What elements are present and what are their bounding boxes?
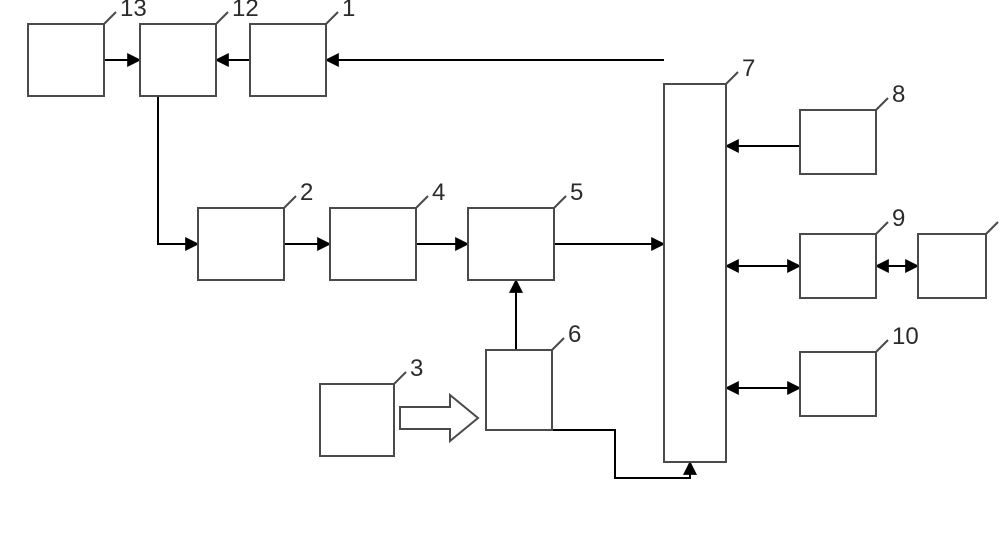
node-box — [468, 208, 554, 280]
node-label: 2 — [300, 179, 313, 206]
node-n6: 6 — [486, 321, 581, 430]
node-box — [800, 234, 876, 298]
node-label: 9 — [892, 205, 905, 232]
leader-line — [216, 12, 228, 24]
node-box — [664, 84, 726, 462]
leader-line — [394, 372, 406, 384]
node-box — [28, 24, 104, 96]
node-n5: 5 — [468, 179, 583, 280]
leader-line — [726, 72, 738, 84]
node-n10: 10 — [800, 323, 919, 416]
node-n7: 7 — [664, 55, 755, 462]
nodes-layer: 13121245637891110 — [28, 0, 1000, 462]
node-box — [486, 350, 552, 430]
node-n9: 9 — [800, 205, 905, 298]
node-n1: 1 — [250, 0, 355, 96]
leader-line — [284, 196, 296, 208]
node-box — [330, 208, 416, 280]
node-n11: 11 — [918, 205, 1000, 298]
node-label: 10 — [892, 323, 919, 350]
block-arrow — [400, 395, 478, 441]
flowchart-canvas: 13121245637891110 — [0, 0, 1000, 536]
edge — [158, 96, 198, 244]
node-n3: 3 — [320, 355, 423, 456]
block-arrow-layer — [400, 395, 478, 441]
leader-line — [876, 340, 888, 352]
leader-line — [552, 338, 564, 350]
node-box — [918, 234, 986, 298]
node-label: 4 — [432, 179, 445, 206]
node-n2: 2 — [198, 179, 313, 280]
node-label: 7 — [742, 55, 755, 82]
leader-line — [876, 222, 888, 234]
node-label: 6 — [568, 321, 581, 348]
node-label: 8 — [892, 81, 905, 108]
node-label: 1 — [342, 0, 355, 22]
leader-line — [416, 196, 428, 208]
leader-line — [104, 12, 116, 24]
node-label: 5 — [570, 179, 583, 206]
node-label: 12 — [232, 0, 259, 22]
node-n4: 4 — [330, 179, 445, 280]
node-box — [140, 24, 216, 96]
node-box — [198, 208, 284, 280]
node-box — [320, 384, 394, 456]
node-box — [800, 110, 876, 174]
node-n13: 13 — [28, 0, 147, 96]
leader-line — [554, 196, 566, 208]
leader-line — [986, 222, 998, 234]
leader-line — [326, 12, 338, 24]
node-n12: 12 — [140, 0, 259, 96]
node-box — [250, 24, 326, 96]
node-label: 13 — [120, 0, 147, 22]
node-box — [800, 352, 876, 416]
node-n8: 8 — [800, 81, 905, 174]
leader-line — [876, 98, 888, 110]
node-label: 3 — [410, 355, 423, 382]
